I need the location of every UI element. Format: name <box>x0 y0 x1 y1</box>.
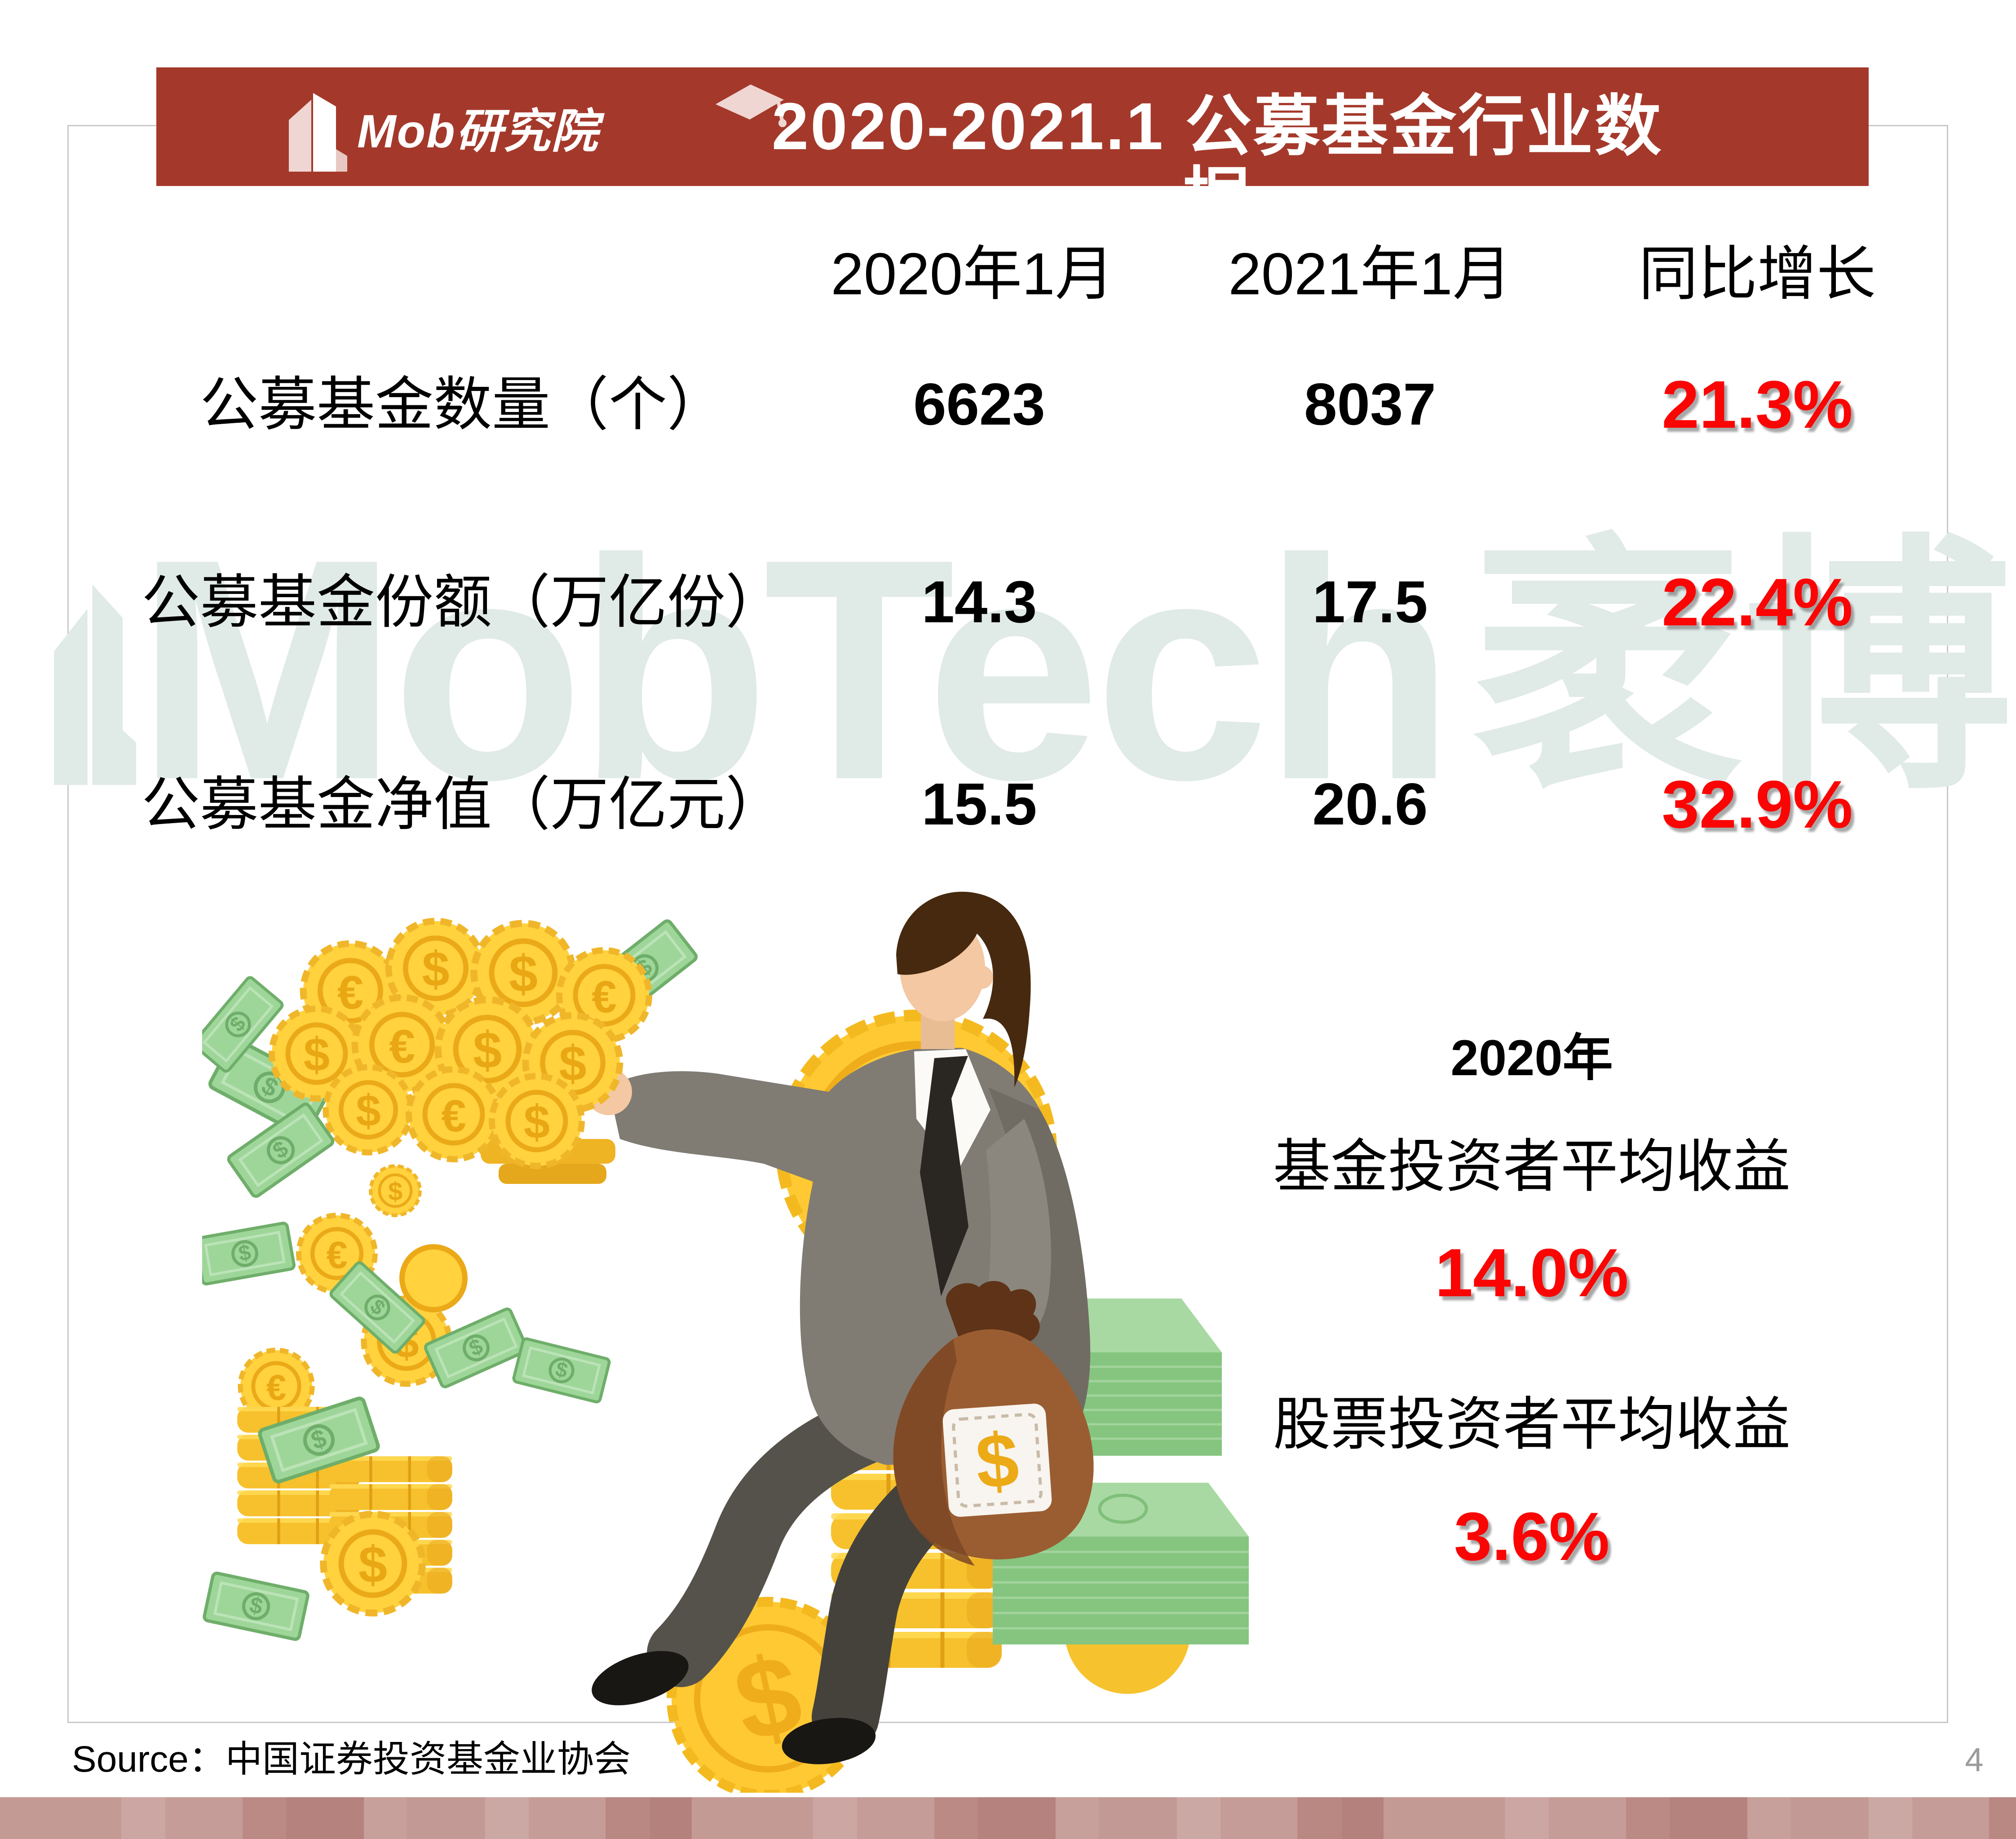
highlight-year: 2020年 <box>1450 1030 1613 1086</box>
header-bar: Mob研究院 2020-2021.1 公募基金行业数据 <box>156 67 1869 235</box>
fund-return-label: 基金投资者平均收益 <box>1273 1134 1791 1199</box>
row-label-fund-shares: 公募基金份额（万亿份） <box>141 569 784 635</box>
cell-fund-count-2021: 8037 <box>1304 371 1436 437</box>
cell-fund-shares-2021: 17.5 <box>1312 569 1428 635</box>
footer-stripe-band <box>0 1797 2016 1839</box>
col-header-2021: 2021年1月 <box>1228 241 1512 307</box>
row-label-fund-count: 公募基金数量（个） <box>199 372 725 437</box>
businessman-figure: $ <box>585 891 1094 1764</box>
falling-banknotes <box>202 1103 610 1403</box>
watermark-latin: MobTech <box>136 494 1455 845</box>
building-icon <box>289 93 347 172</box>
cell-fund-shares-2020: 14.3 <box>921 569 1037 635</box>
coin-pile-icon <box>202 919 698 1184</box>
logo-text: Mob研究院 <box>357 105 599 158</box>
money-man-illustration: $ € $ $ <box>202 891 1249 1793</box>
graduation-cap-icon <box>716 84 787 127</box>
svg-text:$: $ <box>973 1417 1021 1505</box>
cell-fund-nav-2020: 15.5 <box>921 771 1037 837</box>
mobtech-building-icon <box>54 584 136 785</box>
cell-fund-nav-2021: 20.6 <box>1312 771 1428 837</box>
cell-fund-shares-growth: 22.4% <box>1662 564 1853 640</box>
mobtech-watermark: MobTech 袤博 <box>45 467 2012 872</box>
cell-fund-nav-growth: 32.9% <box>1662 767 1853 842</box>
fund-return-value: 14.0% <box>1435 1235 1629 1311</box>
col-header-2020: 2020年1月 <box>831 241 1114 307</box>
mob-research-logo: Mob研究院 <box>280 82 787 172</box>
stock-return-value: 3.6% <box>1454 1498 1610 1575</box>
slide-title: 2020-2021.1 公募基金行业数据 <box>771 89 1663 235</box>
cell-fund-count-growth: 21.3% <box>1662 367 1853 442</box>
watermark-cn: 袤博 <box>1473 519 2012 820</box>
row-label-fund-nav: 公募基金净值（万亿元） <box>141 771 784 837</box>
hair <box>896 891 1031 1087</box>
col-header-growth: 同比增长 <box>1639 241 1876 307</box>
cell-fund-count-2020: 6623 <box>913 371 1045 437</box>
source-note: Source：中国证券投资基金业协会 <box>72 1739 631 1780</box>
stock-return-label: 股票投资者平均收益 <box>1273 1392 1791 1457</box>
money-bag-icon: $ <box>893 1281 1094 1566</box>
page-number: 4 <box>1965 1741 1984 1778</box>
